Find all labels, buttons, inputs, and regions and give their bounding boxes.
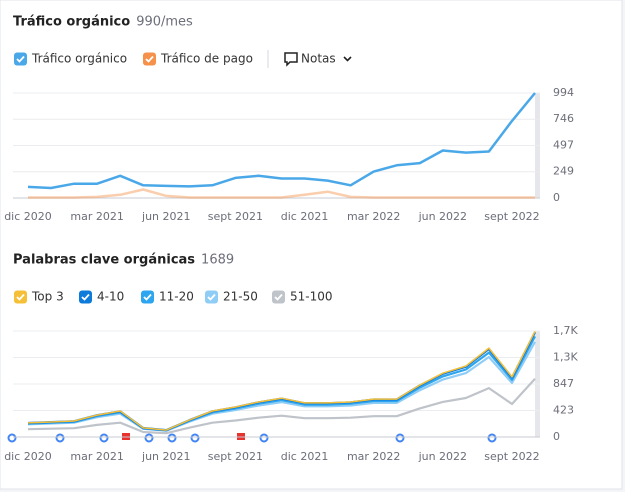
legend-label[interactable]: 21-50	[223, 290, 258, 304]
checkbox[interactable]	[141, 290, 154, 304]
legend-label[interactable]: 51-100	[290, 290, 333, 304]
checkmark	[81, 293, 90, 301]
google-icon	[99, 433, 109, 443]
legend-label[interactable]: 11-20	[159, 290, 194, 304]
y-tick-label: 497	[553, 139, 574, 152]
google-icon	[487, 433, 497, 443]
checkmark	[16, 55, 25, 63]
checkbox[interactable]	[79, 290, 92, 304]
x-tick-label: jun 2022	[418, 450, 468, 463]
x-tick-label: sept 2021	[208, 210, 263, 223]
series-line	[27, 330, 536, 431]
chart-title: Tráfico orgánico	[13, 15, 130, 30]
legend-label[interactable]: Tráfico orgánico	[31, 52, 127, 66]
checkmark	[274, 293, 283, 301]
x-tick-label: dic 2021	[281, 450, 329, 463]
notes-icon[interactable]	[284, 52, 298, 67]
x-tick-label: sept 2022	[484, 210, 539, 223]
series-line	[28, 188, 535, 199]
y-tick-label: 249	[553, 165, 574, 178]
google-icon	[7, 433, 17, 443]
x-tick-label: dic 2020	[4, 210, 52, 223]
chevron[interactable]	[343, 56, 352, 62]
y-tick-label: 1,7K	[553, 324, 578, 337]
series-line	[27, 92, 536, 190]
y-tick-label: 0	[553, 191, 560, 204]
chart-subtitle: 1689	[201, 253, 234, 268]
x-tick-label: dic 2020	[4, 450, 52, 463]
series-line	[27, 341, 536, 432]
x-tick-label: dic 2021	[281, 210, 329, 223]
checkmark	[16, 293, 25, 301]
legend-label[interactable]: Top 3	[31, 290, 64, 304]
google-icon	[55, 433, 65, 443]
x-tick-label: jun 2021	[141, 210, 191, 223]
google-icon	[167, 433, 177, 443]
x-tick-label: mar 2022	[347, 210, 400, 223]
checkmark	[207, 293, 216, 301]
checkbox[interactable]	[143, 52, 156, 66]
y-tick-label: 423	[553, 404, 574, 417]
chart-subtitle: 990/mes	[136, 15, 193, 30]
y-tick-label: 1,3K	[553, 351, 578, 364]
x-tick-label: sept 2022	[484, 450, 539, 463]
google-icon	[144, 433, 154, 443]
x-tick-label: jun 2022	[418, 210, 468, 223]
google-icon	[395, 433, 405, 443]
checkbox[interactable]	[272, 290, 285, 304]
checkmark	[145, 55, 154, 63]
legend-label[interactable]: 4-10	[97, 290, 124, 304]
chart-title: Palabras clave orgánicas	[13, 253, 195, 268]
x-tick-label: mar 2021	[70, 210, 123, 223]
checkbox[interactable]	[205, 290, 218, 304]
checkmark	[143, 293, 152, 301]
y-tick-label: 994	[553, 86, 574, 99]
checkbox[interactable]	[14, 52, 27, 66]
notes-button[interactable]: Notas	[301, 52, 336, 66]
checkbox[interactable]	[14, 290, 27, 304]
google-icon	[190, 433, 200, 443]
x-tick-label: sept 2021	[208, 450, 263, 463]
y-tick-label: 0	[553, 430, 560, 443]
x-tick-label: mar 2021	[70, 450, 123, 463]
series-line	[27, 378, 536, 435]
legend-label[interactable]: Tráfico de pago	[160, 52, 253, 66]
x-tick-label: mar 2022	[347, 450, 400, 463]
google-icon	[259, 433, 269, 443]
y-tick-label: 847	[553, 377, 574, 390]
x-tick-label: jun 2021	[141, 450, 191, 463]
y-tick-label: 746	[553, 112, 574, 125]
